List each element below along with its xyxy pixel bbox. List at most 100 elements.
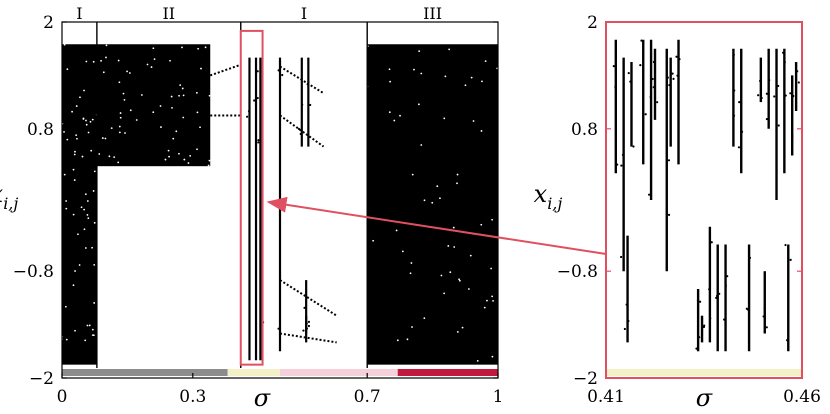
data-point [612, 65, 615, 68]
band-gap [484, 60, 487, 63]
band-gap [92, 190, 95, 192]
band-gap [456, 173, 459, 176]
band-gap [409, 272, 412, 275]
band-gap [119, 116, 122, 119]
band-gap [413, 68, 415, 71]
data-point [623, 327, 626, 331]
data-point [765, 117, 768, 121]
band-gap [72, 284, 75, 287]
band-gap [105, 44, 108, 47]
data-point [678, 57, 681, 61]
dense-band [62, 44, 97, 365]
data-point [715, 294, 719, 298]
data-point [676, 74, 679, 77]
band-gap [389, 80, 392, 83]
band-gap [74, 150, 76, 153]
band-gap [476, 359, 479, 362]
data-point [652, 60, 656, 64]
data-point [715, 296, 718, 300]
band-gap [197, 47, 200, 50]
band-gap [456, 182, 458, 185]
band-gap [117, 59, 120, 62]
y-tick-label: 0.8 [27, 120, 54, 140]
band-gap [490, 267, 493, 270]
band-gap [458, 279, 461, 282]
data-point [666, 76, 669, 79]
data-point [737, 146, 741, 149]
band-gap [73, 179, 76, 181]
data-point [651, 77, 654, 81]
data-point [672, 77, 675, 80]
data-point [632, 145, 635, 148]
band-gap [74, 329, 76, 332]
band-gap [491, 355, 494, 358]
data-point [303, 306, 306, 309]
band-gap [65, 338, 68, 341]
data-point [773, 95, 776, 98]
band-gap [401, 250, 404, 253]
band-gap [98, 153, 101, 155]
data-point [247, 110, 251, 113]
band-gap [396, 339, 399, 342]
band-gap [78, 264, 81, 266]
band-gap [91, 246, 94, 249]
x-tick-label: 0 [57, 387, 68, 407]
band-gap [73, 153, 76, 156]
data-point [763, 307, 766, 310]
band-gap [93, 302, 96, 304]
data-point [783, 61, 786, 64]
band-gap [420, 72, 423, 75]
band-gap [84, 247, 87, 249]
band-gap [76, 137, 78, 140]
band-gap [83, 208, 86, 211]
orbit-branch [279, 332, 337, 344]
data-point [297, 127, 301, 131]
band-gap [472, 120, 475, 122]
band-gap [179, 84, 182, 86]
data-point [668, 83, 671, 87]
y-axis-subscript: i,j [547, 194, 562, 213]
band-gap [164, 158, 167, 161]
band-gap [117, 161, 120, 164]
band-gap [449, 271, 452, 274]
band-gap [196, 148, 198, 151]
band-gap [93, 263, 96, 266]
region-label: II [162, 4, 175, 23]
band-gap [88, 324, 91, 327]
band-gap [183, 158, 186, 161]
band-gap [91, 334, 94, 336]
band-gap [75, 105, 78, 107]
band-gap [102, 71, 105, 74]
band-gap [461, 326, 464, 329]
y-axis-label: xi,j [534, 180, 563, 213]
band-gap [83, 89, 85, 92]
data-point [640, 39, 643, 42]
data-point [791, 135, 794, 138]
band-gap [79, 96, 81, 99]
band-gap [122, 92, 125, 95]
band-gap [113, 156, 116, 159]
data-point [648, 193, 651, 196]
data-point [789, 92, 792, 95]
band-gap [189, 154, 192, 157]
zoom-plot: 2 0.8 −0.8 −20.41 0.46 σ xi,j [534, 13, 821, 412]
band-gap [84, 339, 87, 342]
data-point [306, 83, 309, 86]
band-gap [171, 106, 173, 109]
band-gap [491, 218, 494, 221]
band-gap [388, 68, 391, 71]
data-point [253, 99, 256, 102]
data-point [760, 96, 763, 100]
band-gap [152, 47, 155, 50]
data-point [765, 326, 768, 329]
band-gap [167, 149, 170, 152]
band-gap [464, 84, 467, 87]
data-point [639, 64, 642, 67]
data-point [305, 327, 309, 330]
regime-bar [606, 369, 802, 376]
data-point [671, 72, 674, 75]
band-gap [85, 119, 87, 122]
band-gap [483, 306, 486, 309]
band-gap [105, 56, 107, 59]
